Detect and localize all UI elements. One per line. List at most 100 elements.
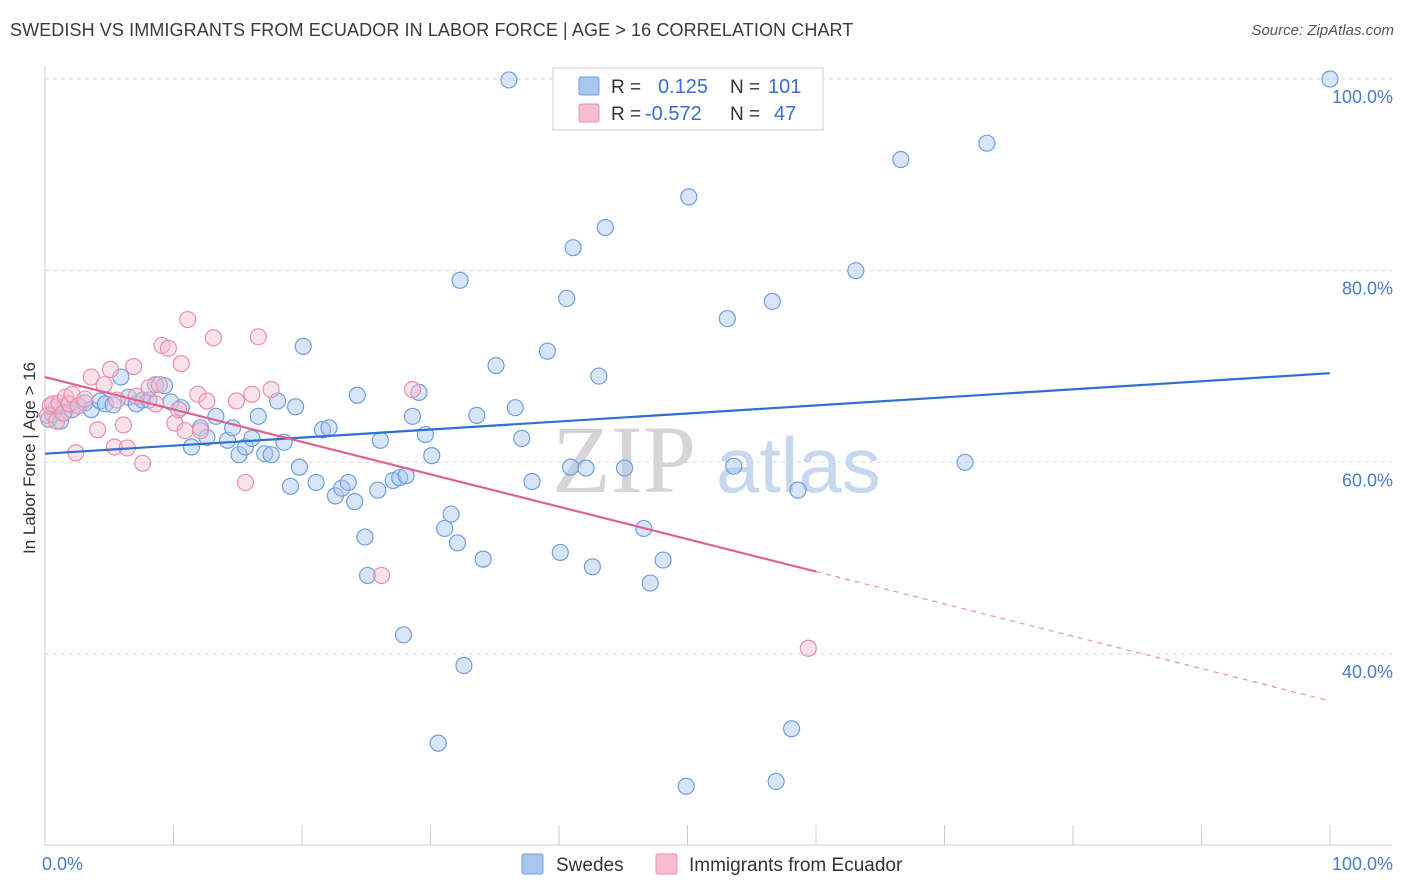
ecuador-point [114, 416, 132, 434]
swedes-point [538, 342, 557, 360]
swedes-point [474, 550, 492, 568]
swedes-point [500, 71, 518, 89]
swedes-point [677, 777, 695, 795]
gridlines [45, 78, 1392, 655]
legend-n-label-2: N = [730, 104, 760, 125]
swedes-point [680, 188, 698, 206]
swedes-point [468, 406, 486, 424]
swedes-point [1321, 70, 1339, 88]
swedes-point [442, 505, 460, 523]
swedes-point [978, 134, 996, 152]
ecuador-point [204, 329, 222, 347]
swedes-point [429, 734, 447, 752]
ecuador-point [198, 392, 216, 410]
ecuador-point [227, 392, 246, 410]
swedes-point [182, 438, 201, 456]
swedes-point [403, 407, 422, 425]
ecuador-point [191, 422, 210, 440]
swedes-point [286, 398, 305, 416]
ecuador-point [54, 404, 72, 423]
swedes-point [590, 367, 608, 385]
ecuador-point [176, 422, 194, 440]
swedes-point [789, 481, 807, 499]
trend-lines [44, 372, 1331, 702]
legend-swatch-ecuador [578, 103, 600, 123]
swedes-point [451, 271, 469, 289]
swedes-point [718, 309, 736, 328]
ecuador-point [403, 380, 422, 399]
legend-r-value-2: -0.572 [645, 103, 702, 125]
swedes-point [348, 386, 366, 404]
tick-labels: 40.0% 60.0% 80.0% 100.0% 0.0% 100.0% [42, 87, 1393, 874]
ecuador-point [89, 421, 107, 439]
swedes-point [423, 447, 441, 465]
swedes-point [346, 493, 364, 511]
legend-r-label-1: R = [611, 77, 641, 98]
swedes-point [281, 477, 300, 495]
swedes-point [256, 445, 274, 463]
swedes-point [583, 558, 602, 576]
swedes-point [436, 519, 454, 538]
legend-n-value-1: 101 [768, 76, 801, 98]
series-legend-swatch-ecuador [655, 853, 678, 875]
swedes-point [564, 239, 582, 257]
swedes-point [641, 574, 659, 592]
swedes-point [847, 262, 865, 280]
swedes-point [243, 429, 261, 447]
swedes-point [294, 337, 312, 355]
swedes-point [615, 459, 634, 477]
ecuador-point [799, 639, 817, 657]
x-tick-label-1: 100.0% [1332, 854, 1393, 874]
axes [44, 66, 1392, 846]
series-legend-swatch-swedes [521, 853, 544, 875]
swedes-point [290, 458, 309, 476]
swedes-point [455, 656, 473, 675]
swedes-point [320, 419, 338, 437]
y-tick-label-0: 40.0% [1342, 662, 1393, 682]
legend-swatch-swedes [578, 76, 600, 96]
x-tick-label-0: 0.0% [42, 854, 83, 874]
ecuador-point [69, 397, 88, 415]
swedes-point [551, 543, 569, 562]
y-axis-label: In Labor Force | Age > 16 [20, 362, 39, 554]
swedes-point [391, 469, 409, 487]
ecuador-point [76, 390, 94, 408]
legend-n-value-2: 47 [774, 103, 796, 125]
swedes-point [558, 289, 576, 308]
ecuador-point [172, 355, 190, 373]
ecuador-trend-line [44, 375, 817, 573]
ecuador-point [249, 328, 267, 346]
swedes-point [394, 626, 413, 644]
swedes-point [356, 528, 374, 546]
swedes-point [523, 472, 541, 491]
ecuador-point [105, 438, 123, 456]
ecuador-trend-extension [815, 571, 1331, 702]
swedes-point [371, 431, 389, 449]
swedes-point [333, 479, 351, 497]
ecuador-point [373, 566, 391, 585]
swedes-point [369, 481, 387, 499]
ecuador-point [140, 378, 158, 397]
legend-r-value-1: 0.125 [658, 76, 708, 98]
swedes-point [448, 534, 467, 552]
swedes-point [506, 399, 524, 417]
swedes-point [249, 407, 267, 425]
swedes-point [513, 429, 531, 447]
ecuador-point [101, 360, 120, 378]
swedes-point [596, 218, 614, 237]
ecuador-point [150, 376, 168, 394]
swedes-point [262, 446, 280, 464]
watermark-atlas: atlas [716, 421, 881, 509]
swedes-point [487, 356, 505, 375]
legend-n-label-1: N = [730, 77, 760, 98]
y-tick-label-2: 80.0% [1342, 279, 1393, 299]
legend-r-label-2: R = [611, 104, 641, 125]
chart-title: SWEDISH VS IMMIGRANTS FROM ECUADOR IN LA… [10, 20, 854, 40]
series-legend-label-swedes: Swedes [556, 855, 624, 876]
swedes-trend-line [44, 372, 1331, 455]
y-tick-label-1: 60.0% [1342, 470, 1393, 490]
ecuador-points [38, 310, 817, 657]
ecuador-point [243, 385, 261, 403]
swedes-point [763, 292, 781, 310]
